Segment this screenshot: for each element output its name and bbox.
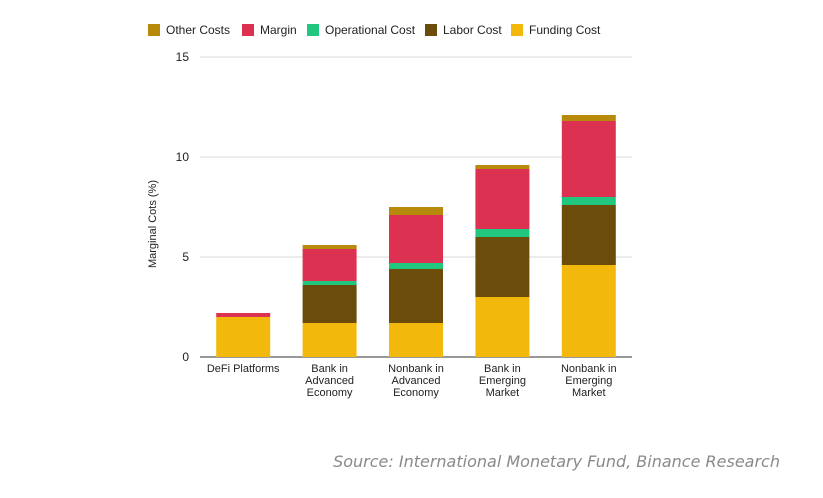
bars bbox=[216, 115, 616, 357]
bar-segment-operational-cost bbox=[302, 281, 357, 285]
legend-label-labor-cost: Labor Cost bbox=[443, 23, 502, 37]
x-category-label: DeFi Platforms bbox=[207, 363, 280, 375]
legend-label-margin: Margin bbox=[260, 23, 297, 37]
bar-segment-funding-cost bbox=[302, 323, 357, 357]
x-category-label: Nonbank in Emerging Market bbox=[561, 363, 617, 399]
x-category-label: Bank in Emerging Market bbox=[479, 363, 526, 399]
bar-segment-other-costs bbox=[302, 245, 357, 249]
bar-segment-operational-cost bbox=[389, 263, 443, 269]
bar-segment-margin bbox=[475, 169, 530, 229]
y-axis-label: Marginal Cots (%) bbox=[147, 180, 159, 268]
bar-segment-operational-cost bbox=[561, 197, 616, 205]
legend-label-operational-cost: Operational Cost bbox=[325, 23, 416, 37]
bar-segment-funding-cost bbox=[561, 265, 616, 357]
bar-segment-labor-cost bbox=[475, 237, 530, 297]
y-axis-ticks: 0 5 10 15 bbox=[176, 50, 190, 364]
y-tick-label: 0 bbox=[182, 350, 189, 364]
y-tick-label: 15 bbox=[176, 50, 190, 64]
bar-segment-operational-cost bbox=[475, 229, 530, 237]
bar-segment-margin bbox=[561, 121, 616, 197]
bar-segment-other-costs bbox=[389, 207, 443, 215]
legend-swatch-operational-cost bbox=[307, 24, 319, 36]
y-tick-label: 10 bbox=[176, 150, 190, 164]
y-tick-label: 5 bbox=[182, 250, 189, 264]
bar-segment-margin bbox=[389, 215, 443, 263]
legend-swatch-other-costs bbox=[148, 24, 160, 36]
source-caption: Source: International Monetary Fund, Bin… bbox=[333, 452, 780, 471]
chart-legend: Other Costs Margin Operational Cost Labor C… bbox=[148, 23, 601, 37]
bar-segment-margin bbox=[216, 313, 271, 317]
bar-segment-labor-cost bbox=[389, 269, 443, 323]
legend-label-other-costs: Other Costs bbox=[166, 23, 230, 37]
x-category-label: Nonbank in Advanced Economy bbox=[388, 363, 444, 399]
bar-segment-margin bbox=[302, 249, 357, 281]
legend-swatch-labor-cost bbox=[425, 24, 437, 36]
bar-segment-labor-cost bbox=[302, 285, 357, 323]
bar-segment-funding-cost bbox=[475, 297, 530, 357]
legend-swatch-margin bbox=[242, 24, 254, 36]
bar-segment-funding-cost bbox=[216, 317, 271, 357]
legend-label-funding-cost: Funding Cost bbox=[529, 23, 601, 37]
x-category-label: Bank in Advanced Economy bbox=[305, 363, 354, 399]
bar-segment-other-costs bbox=[475, 165, 530, 169]
x-axis-categories: DeFi Platforms Bank in Advanced Economy Nonb… bbox=[207, 363, 617, 399]
bar-segment-labor-cost bbox=[561, 205, 616, 265]
bar-segment-funding-cost bbox=[389, 323, 443, 357]
legend-swatch-funding-cost bbox=[511, 24, 523, 36]
bar-segment-other-costs bbox=[561, 115, 616, 121]
